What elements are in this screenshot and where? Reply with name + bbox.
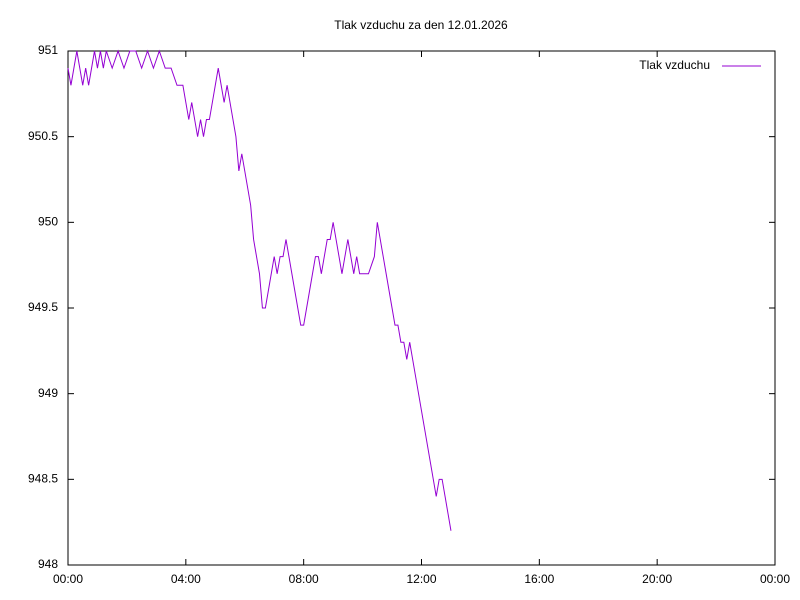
chart-title: Tlak vzduchu za den 12.01.2026 — [334, 18, 508, 32]
y-tick-label: 950 — [38, 215, 58, 229]
legend-label: Tlak vzduchu — [639, 58, 710, 72]
x-tick-label: 08:00 — [289, 572, 319, 586]
x-tick-label: 16:00 — [524, 572, 554, 586]
x-tick-label: 00:00 — [760, 572, 790, 586]
y-tick-label: 951 — [38, 43, 58, 57]
y-tick-label: 950.5 — [28, 129, 58, 143]
y-tick-label: 949 — [38, 386, 58, 400]
x-tick-label: 20:00 — [642, 572, 672, 586]
data-line — [67, 49, 452, 531]
x-tick-label: 12:00 — [406, 572, 436, 586]
x-tick-label: 04:00 — [171, 572, 201, 586]
y-tick-label: 949.5 — [28, 300, 58, 314]
y-tick-label: 948.5 — [28, 472, 58, 486]
x-tick-label: 00:00 — [53, 572, 83, 586]
y-tick-label: 948 — [38, 557, 58, 571]
